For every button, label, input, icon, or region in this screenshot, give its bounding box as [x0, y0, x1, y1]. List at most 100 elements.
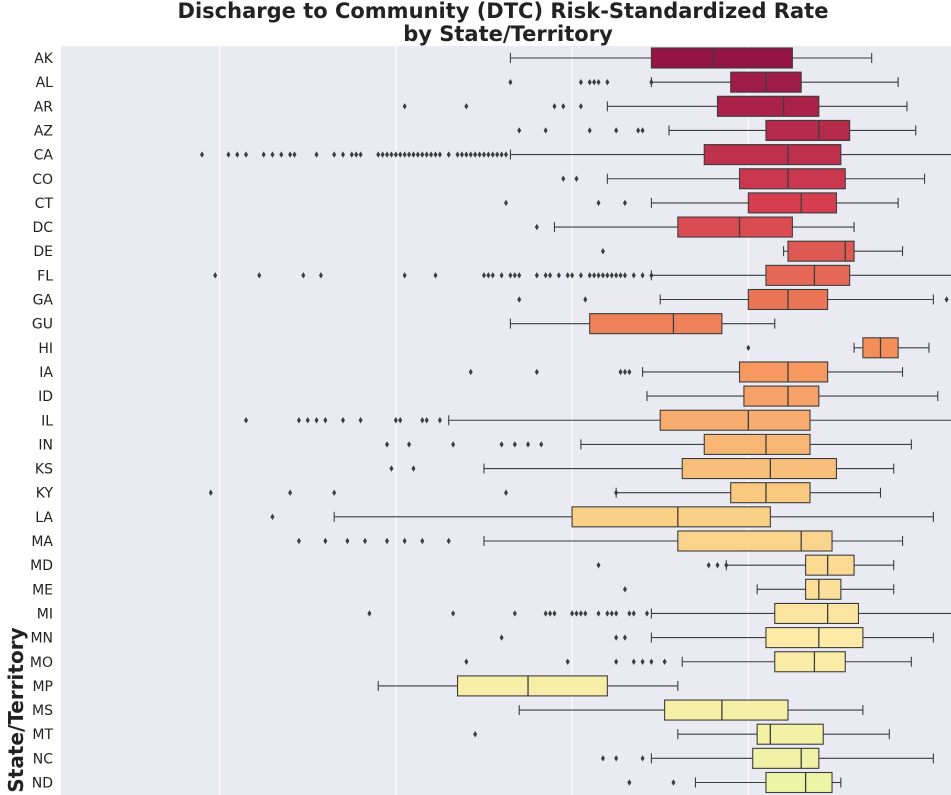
outlier-ia-2 [618, 368, 623, 376]
box-in [385, 433, 912, 455]
outlier-il-11 [437, 417, 442, 424]
outlier-il-8 [398, 417, 403, 424]
y-tick-me: ME [32, 582, 53, 598]
outlier-nc-2 [640, 755, 645, 762]
outlier-ma-2 [345, 537, 350, 545]
outlier-nd-0 [627, 779, 632, 786]
iqr-box-nd [765, 771, 833, 794]
outlier-ca-41 [499, 151, 504, 158]
y-tick-la: LA [35, 510, 53, 526]
y-tick-nd: ND [32, 776, 53, 792]
box-co [561, 168, 926, 190]
box-ms [518, 699, 864, 721]
outlier-ca-6 [279, 151, 284, 158]
outlier-md-1 [706, 561, 711, 569]
y-tick-az: AZ [34, 123, 53, 139]
outlier-dc-0 [534, 223, 539, 231]
outlier-fl-26 [614, 272, 619, 279]
y-tick-il: IL [41, 413, 53, 429]
outlier-mn-0 [499, 634, 504, 641]
outlier-nc-0 [600, 755, 605, 762]
y-axis-label: State/Territory [4, 627, 28, 792]
outlier-in-0 [385, 441, 390, 448]
outlier-in-5 [526, 441, 531, 448]
outlier-fl-19 [578, 272, 583, 279]
box-dc [534, 216, 855, 238]
outlier-ar-2 [552, 103, 557, 110]
iqr-box-de [787, 240, 855, 262]
box-ak [509, 47, 873, 69]
outlier-ca-19 [393, 151, 398, 158]
outlier-il-6 [358, 417, 363, 424]
box-ct [504, 192, 899, 214]
outlier-az-1 [543, 127, 548, 134]
outlier-fl-17 [565, 272, 570, 279]
box-md [596, 554, 895, 576]
outlier-ca-12 [349, 151, 354, 158]
outlier-ia-0 [468, 368, 473, 376]
outlier-ca-27 [429, 151, 434, 158]
box-ar [402, 95, 908, 117]
y-tick-ks: KS [35, 462, 53, 478]
outlier-ct-1 [596, 199, 601, 207]
iqr-box-il [659, 409, 811, 431]
outlier-ar-1 [464, 103, 469, 110]
outlier-az-2 [587, 127, 592, 134]
box-ia [468, 361, 904, 383]
box-id [646, 385, 939, 407]
outlier-fl-14 [543, 272, 548, 279]
outlier-fl-15 [548, 272, 553, 279]
outlier-al-1 [578, 78, 583, 86]
outlier-md-0 [596, 561, 601, 569]
outlier-ma-0 [296, 537, 301, 545]
outlier-ca-15 [376, 151, 381, 158]
outlier-ca-21 [402, 151, 407, 158]
iqr-box-nc [752, 747, 820, 769]
outlier-in-1 [407, 441, 412, 448]
y-tick-hi: HI [38, 341, 53, 357]
outlier-ct-0 [504, 199, 508, 207]
outlier-mi-9 [583, 610, 588, 617]
outlier-al-3 [592, 78, 597, 86]
iqr-box-me [805, 578, 842, 600]
outlier-ca-17 [385, 151, 390, 158]
outlier-fl-1 [257, 272, 262, 279]
iqr-box-mt [756, 723, 824, 745]
box-mt [473, 723, 890, 745]
box-series [199, 47, 951, 794]
outlier-il-3 [314, 417, 319, 424]
outlier-ca-38 [486, 151, 491, 158]
outlier-az-5 [640, 127, 645, 134]
box-de [600, 240, 904, 262]
outlier-mi-13 [614, 610, 619, 617]
iqr-box-mp [456, 675, 608, 697]
outlier-mi-10 [596, 610, 601, 617]
outlier-fl-0 [213, 272, 218, 279]
outlier-ks-0 [389, 465, 394, 472]
outlier-mi-0 [367, 610, 372, 617]
outlier-ca-42 [504, 151, 508, 158]
box-nc [600, 747, 934, 769]
outlier-ca-5 [270, 151, 275, 158]
outlier-ca-36 [477, 151, 482, 158]
outlier-ma-7 [446, 537, 451, 545]
box-mp [377, 675, 679, 697]
outlier-il-1 [296, 417, 301, 424]
outlier-ca-7 [288, 151, 293, 158]
outlier-me-0 [622, 586, 627, 593]
box-gu [509, 313, 776, 335]
outlier-al-5 [605, 78, 610, 86]
outlier-fl-18 [570, 272, 575, 279]
outlier-fl-31 [649, 272, 654, 279]
outlier-fl-8 [490, 272, 495, 279]
box-al [508, 71, 899, 93]
outlier-in-4 [512, 441, 517, 448]
outlier-fl-22 [596, 272, 601, 279]
outlier-ca-37 [481, 151, 486, 158]
outlier-il-2 [305, 417, 310, 424]
outlier-ca-24 [415, 151, 420, 158]
outlier-az-4 [636, 127, 641, 134]
outlier-ca-20 [398, 151, 403, 158]
iqr-box-co [738, 168, 846, 190]
